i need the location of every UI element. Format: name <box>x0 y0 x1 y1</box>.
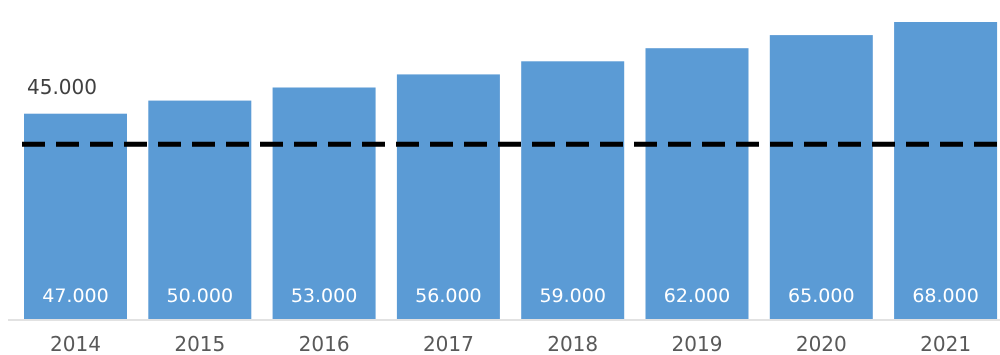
x-tick-label-2016: 2016 <box>299 332 350 355</box>
bar-2017 <box>396 74 500 320</box>
bar-2015 <box>148 100 252 319</box>
bar-2016 <box>272 87 376 319</box>
data-label-2016: 53.000 <box>291 285 357 307</box>
bar-2019 <box>645 48 749 319</box>
bar-2018 <box>521 61 625 320</box>
data-label-2018: 59.000 <box>539 285 605 307</box>
x-tick-label-2014: 2014 <box>50 332 101 355</box>
bar-2014 <box>24 113 127 319</box>
bar-2020 <box>769 35 873 319</box>
x-tick-label-2018: 2018 <box>547 332 598 355</box>
bars-group <box>24 22 998 320</box>
data-label-2014: 47.000 <box>42 285 108 307</box>
data-labels-group: 47.000 50.000 53.000 56.000 59.000 62.000 65.0… <box>42 285 979 307</box>
x-tick-label-2020: 2020 <box>796 332 847 355</box>
data-label-2021: 68.000 <box>912 285 978 307</box>
x-tick-labels-group: 2014 2015 2016 2017 2018 2019 2020 2021 <box>50 332 971 355</box>
bar-2021 <box>894 22 998 319</box>
data-label-2019: 62.000 <box>664 285 730 307</box>
x-tick-label-2021: 2021 <box>920 332 971 355</box>
reference-line-label: 45.000 <box>27 75 97 99</box>
x-tick-label-2017: 2017 <box>423 332 474 355</box>
data-label-2020: 65.000 <box>788 285 854 307</box>
data-label-2017: 56.000 <box>415 285 481 307</box>
x-tick-label-2019: 2019 <box>672 332 723 355</box>
x-tick-label-2015: 2015 <box>174 332 225 355</box>
data-label-2015: 50.000 <box>167 285 233 307</box>
